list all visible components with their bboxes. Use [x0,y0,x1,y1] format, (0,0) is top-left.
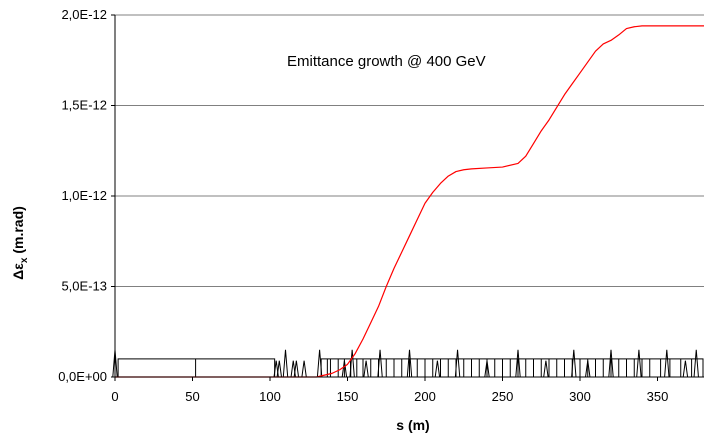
axes [111,14,704,381]
x-tick-label-4: 200 [414,389,436,404]
x-tick-label-1: 50 [185,389,199,404]
x-tick-label-6: 300 [569,389,591,404]
x-tick-label-7: 350 [647,389,669,404]
lattice-spike-24 [693,349,699,378]
lattice-spike-15 [484,360,490,378]
x-tick-label-5: 250 [492,389,514,404]
lattice-spike-17 [543,360,549,378]
series-line-0 [115,25,704,378]
annotation-text: Emittance growth @ 400 GeV [287,53,486,70]
lattice-spike-12 [406,349,413,378]
series-layer [115,25,704,378]
x-tick-label-2: 100 [259,389,281,404]
tick-labels: 0,0E+00 5,0E-13 1,0E-12 1,5E-12 2,0E-12 0 50 10… [58,7,668,404]
lattice-spike-16 [515,349,521,378]
lattice-spike-18 [571,349,577,378]
y-tick-label-3: 1,5E-12 [61,98,107,113]
lattice-spike-6 [301,360,307,378]
lattice-spike-22 [664,349,670,378]
lattice-spike-5 [293,360,300,378]
y-axis-title: Δεx (m.rad) [10,206,30,280]
x-tick-label-3: 150 [337,389,359,404]
grid-lines [115,14,704,287]
lattice-spike-2 [276,360,282,378]
y-tick-label-4: 2,0E-12 [61,7,107,22]
lattice-spike-19 [585,360,591,378]
lattice-spike-14 [454,349,461,378]
lattice-spike-9 [349,349,355,378]
y-axis-title-subscript: x [19,257,30,263]
x-axis-title: s (m) [396,417,429,433]
y-tick-label-0: 0,0E+00 [58,369,107,384]
lattice-spike-11 [377,349,383,378]
y-tick-label-1: 5,0E-13 [61,279,107,294]
lattice-spike-8 [341,360,348,378]
lattice-spike-21 [636,349,642,378]
lattice-elements [112,349,704,378]
lattice-spike-10 [363,360,369,378]
y-tick-label-2: 1,0E-12 [61,188,107,203]
x-tick-label-0: 0 [111,389,118,404]
y-axis-title-unit: (m.rad) [10,206,26,257]
y-axis-title-main: Δε [10,263,26,280]
lattice-spike-13 [434,360,441,378]
lattice-spike-3 [282,349,289,378]
lattice-box-0 [117,358,276,378]
lattice-spike-20 [608,349,614,378]
lattice-spike-7 [316,349,323,378]
lattice-spike-23 [682,360,689,378]
